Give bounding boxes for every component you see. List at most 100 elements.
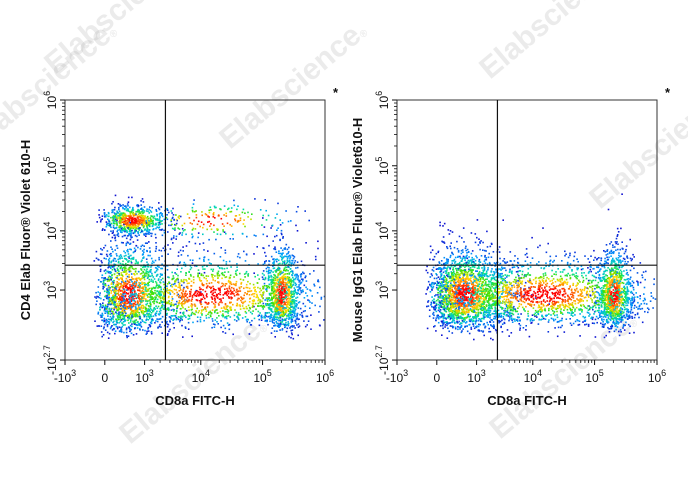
event-dot-p3 [236,293,238,296]
event-dot-p1 [126,305,129,308]
event-dot-p1 [107,312,110,315]
event-dot-p1 [133,268,135,270]
event-dot-p0 [458,275,460,278]
event-dot-p0 [110,216,112,219]
event-dot-p3 [193,293,195,296]
event-dot-p0 [493,310,495,313]
event-dot-p4 [251,213,253,215]
event-dot-p1 [160,291,162,293]
event-dot-p0 [98,216,101,219]
event-dot-p3 [190,288,192,291]
event-dot-p3 [295,303,298,305]
event-dot-p1 [166,320,168,323]
event-dot-p4 [213,212,215,214]
event-dot-p0 [475,279,478,282]
event-dot-p2 [268,292,271,295]
event-dot-p0 [149,217,152,219]
event-dot-p2 [280,321,282,324]
event-dot-p0 [125,206,127,209]
event-dot-p3 [249,290,251,293]
event-dot-p3 [276,276,279,279]
event-dot-p1 [104,272,107,275]
event-dot-p1 [161,321,163,323]
event-dot-p3 [290,314,292,317]
event-dot-p3 [205,317,208,319]
event-dot-p2 [286,327,289,330]
event-dot-p1 [122,284,125,286]
event-dot-p4 [239,217,242,219]
event-dot-p0 [464,247,467,249]
event-dot-p2 [290,278,292,281]
event-dot-p4 [148,224,151,227]
event-dot-p1 [159,307,161,310]
event-dot-p2 [279,277,281,280]
event-dot-p0 [115,213,117,215]
event-dot-p3 [300,273,303,275]
event-dot-p1 [146,270,149,273]
event-dot-p0 [147,217,150,220]
y-tick-label: -102.7 [42,345,59,375]
event-dot-p2 [291,262,293,264]
event-dot-p0 [146,229,148,231]
event-dot-p3 [201,310,203,312]
event-dot-p4 [227,208,229,211]
event-dot-p1 [134,234,137,237]
event-dot-p3 [266,297,268,299]
event-dot-p1 [146,330,148,333]
event-dot-p0 [467,270,470,273]
event-dot-p3 [315,258,317,261]
event-dot-p4 [212,216,215,218]
event-dot-p1 [155,320,157,322]
event-dot-p0 [151,206,153,209]
event-dot-p3 [257,302,260,305]
event-dot-p3 [166,265,169,267]
event-dot-p1 [120,241,123,244]
event-dot-p3 [195,311,197,313]
event-dot-p3 [206,303,208,305]
event-dot-p3 [149,307,152,310]
event-dot-p3 [160,267,162,270]
event-dot-p0 [105,225,108,228]
event-dot-p1 [106,296,109,299]
event-dot-p1 [132,282,134,285]
event-dot-p2 [293,307,295,309]
event-dot-p4 [202,242,205,244]
event-dot-p4 [230,225,233,227]
event-dot-p1 [137,315,139,318]
event-dot-p2 [289,257,291,260]
event-dot-p3 [261,272,264,275]
event-dot-p2 [288,317,291,319]
event-dot-p0 [172,207,174,210]
event-dot-p3 [270,332,273,334]
event-dot-p0 [486,278,488,280]
event-dot-p3 [174,285,177,287]
event-dot-p3 [185,286,188,289]
event-dot-p1 [149,321,152,324]
event-dot-p3 [285,296,288,298]
event-dot-p0 [139,222,141,225]
event-dot-p3 [236,266,238,268]
event-dot-p2 [281,301,284,303]
event-dot-p3 [155,267,158,269]
event-dot-p0 [139,220,142,222]
event-dot-p3 [230,281,232,284]
event-dot-p2 [295,276,298,278]
event-dot-p0 [142,214,144,217]
event-dot-p3 [200,298,202,300]
event-dot-p3 [119,305,122,307]
event-dot-p3 [131,284,133,287]
event-dot-p0 [142,212,144,215]
event-dot-p2 [268,244,270,247]
event-dot-p3 [148,293,151,296]
event-dot-p0 [140,214,143,216]
event-dot-p2 [273,260,276,262]
event-dot-p4 [254,198,256,200]
event-dot-p1 [129,269,131,271]
event-dot-p0 [156,213,158,216]
event-dot-p2 [275,251,278,253]
event-dot-p3 [301,316,304,318]
event-dot-p1 [95,257,98,260]
event-dot-p4 [170,237,173,240]
event-dot-p1 [110,290,113,292]
event-dot-p0 [480,317,483,320]
